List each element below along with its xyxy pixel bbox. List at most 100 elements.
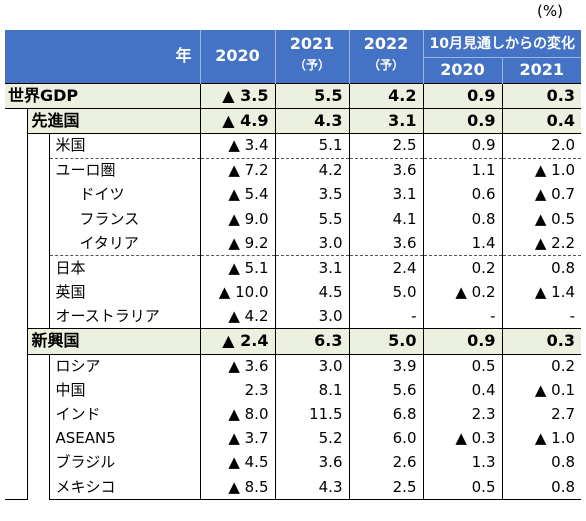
value-cell: ▲ 7.2 bbox=[199, 157, 275, 183]
row-label: ユーロ圏 bbox=[48, 157, 200, 183]
table-row: フランス ▲ 9.0 5.5 4.1 0.8 ▲ 0.5 bbox=[5, 206, 582, 232]
value-cell: ▲ 9.2 bbox=[199, 231, 275, 256]
header-year-2021: 2021 bbox=[274, 30, 349, 58]
value-cell: ▲ 3.5 bbox=[199, 82, 275, 109]
imf-forecast-table: 年 2020 2021 2022 10月見通しからの変化 （予） （予） 202… bbox=[5, 30, 582, 501]
value-cell: ▲ 4.5 bbox=[199, 450, 275, 475]
value-cell: 1.1 bbox=[422, 157, 502, 183]
table-row-advanced: 先進国 ▲ 4.9 4.3 3.1 0.9 0.4 bbox=[5, 107, 582, 134]
value-cell: ▲ 0.5 bbox=[501, 206, 582, 232]
value-cell: 3.0 bbox=[274, 304, 349, 330]
row-label: ロシア bbox=[48, 354, 200, 379]
value-cell: 0.4 bbox=[422, 378, 502, 403]
row-label: ASEAN5 bbox=[48, 426, 200, 451]
value-cell: 2.5 bbox=[348, 133, 423, 159]
value-cell: 0.9 bbox=[422, 328, 502, 355]
indent-spacer bbox=[5, 328, 27, 501]
row-label: インド bbox=[48, 402, 200, 427]
value-cell: 1.4 bbox=[422, 231, 502, 256]
table-row: 中国 2.3 8.1 5.6 0.4 ▲ 0.1 bbox=[5, 378, 582, 403]
value-cell: 0.5 bbox=[422, 475, 502, 501]
year-header: 年 bbox=[5, 30, 200, 83]
value-cell: 3.6 bbox=[348, 157, 423, 183]
table-row: 米国 ▲ 3.4 5.1 2.5 0.9 2.0 bbox=[5, 133, 582, 329]
value-cell: - bbox=[348, 304, 423, 330]
value-cell: 5.2 bbox=[274, 426, 349, 451]
row-label: イタリア bbox=[48, 231, 200, 256]
value-cell: 4.2 bbox=[274, 157, 349, 183]
value-cell: 6.8 bbox=[348, 402, 423, 427]
value-cell: 5.5 bbox=[274, 206, 349, 232]
value-cell: ▲ 9.0 bbox=[199, 206, 275, 232]
value-cell: 0.8 bbox=[422, 206, 502, 232]
table-row: ドイツ ▲ 5.4 3.5 3.1 0.6 ▲ 0.7 bbox=[5, 182, 582, 207]
row-label: 米国 bbox=[48, 133, 200, 159]
indent-spacer bbox=[26, 354, 49, 500]
value-cell: ▲ 5.1 bbox=[199, 255, 275, 281]
change-year-2021: 2021 bbox=[501, 57, 582, 83]
table-row: オーストラリア ▲ 4.2 3.0- - - bbox=[5, 304, 582, 330]
table-row: メキシコ ▲ 8.5 4.3 2.5 0.5 0.8 bbox=[5, 475, 582, 501]
value-cell: 6.0 bbox=[348, 426, 423, 451]
value-cell: 0.9 bbox=[422, 107, 502, 134]
value-cell: ▲ 3.7 bbox=[199, 426, 275, 451]
table-row: ユーロ圏 ▲ 7.2 4.2 3.6 1.1 ▲ 1.0 bbox=[5, 157, 582, 183]
value-cell: 3.9 bbox=[348, 354, 423, 379]
value-cell: 5.0 bbox=[348, 328, 423, 355]
value-cell: 4.2 bbox=[348, 82, 423, 109]
group-label: 新興国 bbox=[26, 328, 200, 355]
value-cell: ▲ 1.0 bbox=[501, 426, 582, 451]
value-cell: 0.9 bbox=[422, 133, 502, 159]
value-cell: ▲ 3.4 bbox=[199, 133, 275, 159]
value-cell: 4.3 bbox=[274, 107, 349, 134]
value-cell: 2.3 bbox=[422, 402, 502, 427]
value-cell: 3.1 bbox=[348, 107, 423, 134]
table-row: イタリア ▲ 9.2 3.0 3.6 1.4 ▲ 2.2 bbox=[5, 231, 582, 256]
forecast-mark-2021: （予） bbox=[274, 57, 349, 83]
value-cell: 11.5 bbox=[274, 402, 349, 427]
indent-spacer bbox=[26, 133, 49, 329]
value-cell: ▲ 10.0 bbox=[199, 280, 275, 305]
change-year-2020: 2020 bbox=[422, 57, 502, 83]
value-cell: ▲ 4.9 bbox=[199, 107, 275, 134]
value-cell: 0.2 bbox=[501, 354, 582, 379]
table-row: インド ▲ 8.0 11.5 6.8 2.3 2.7 bbox=[5, 402, 582, 427]
value-cell: ▲ 1.4 bbox=[501, 280, 582, 305]
value-cell: 6.3 bbox=[274, 328, 349, 355]
value-cell: ▲ 2.4 bbox=[199, 328, 275, 355]
value-cell: 2.5 bbox=[348, 475, 423, 501]
value-cell: ▲ 0.7 bbox=[501, 182, 582, 207]
value-cell: 0.8 bbox=[501, 475, 582, 501]
value-cell: 3.6 bbox=[274, 450, 349, 475]
value-cell: 5.5 bbox=[274, 82, 349, 109]
change-header: 10月見通しからの変化 bbox=[422, 30, 582, 58]
value-cell: ▲ 0.1 bbox=[501, 378, 582, 403]
value-cell: 4.5 bbox=[274, 280, 349, 305]
value-cell: 0.8 bbox=[501, 450, 582, 475]
table-row: ブラジル ▲ 4.5 3.6 2.6 1.3 0.8 bbox=[5, 450, 582, 475]
value-cell: 2.4 bbox=[348, 255, 423, 281]
value-cell: - bbox=[422, 304, 502, 330]
row-label: メキシコ bbox=[48, 475, 200, 501]
value-cell: ▲ 1.0 bbox=[501, 157, 582, 183]
value-cell: 8.1 bbox=[274, 378, 349, 403]
indent-spacer bbox=[5, 108, 27, 329]
value-cell: 5.1 bbox=[274, 133, 349, 159]
value-cell: ▲ 5.4 bbox=[199, 182, 275, 207]
value-cell: - bbox=[501, 304, 582, 330]
value-cell: ▲ 4.2 bbox=[199, 304, 275, 330]
row-label: ドイツ bbox=[48, 182, 200, 207]
row-label: 日本 bbox=[48, 255, 200, 281]
value-cell: 4.1 bbox=[348, 206, 423, 232]
value-cell: ▲ 0.3 bbox=[422, 426, 502, 451]
table-row-emerging: 新興国 ▲ 2.4 6.3 5.0 0.9 0.3 bbox=[5, 328, 582, 501]
table-row-world: 世界GDP ▲ 3.5 5.5 4.2 0.9 0.3 bbox=[5, 82, 582, 109]
value-cell: 2.3 bbox=[199, 378, 275, 403]
value-cell: 5.6 bbox=[348, 378, 423, 403]
row-label: 世界GDP bbox=[5, 82, 200, 109]
table-row: ロシア ▲ 3.6 3.0 3.9 0.5 0.2 bbox=[5, 354, 582, 500]
forecast-mark-2022: （予） bbox=[348, 57, 423, 83]
value-cell: 0.4 bbox=[501, 107, 582, 134]
value-cell: 0.5 bbox=[422, 354, 502, 379]
value-cell: 3.1 bbox=[274, 255, 349, 281]
